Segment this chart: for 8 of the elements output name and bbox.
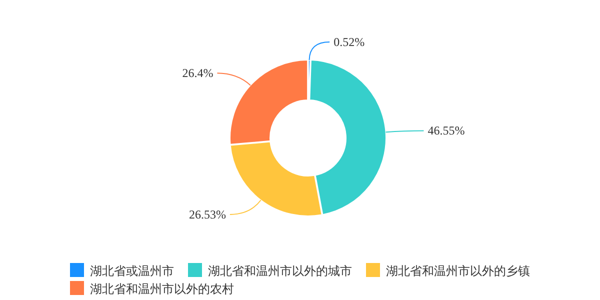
data-label: 26.4% [182, 66, 214, 80]
data-label: 26.53% [188, 207, 226, 222]
legend-label: 湖北省和温州市以外的农村 [90, 282, 234, 296]
data-label: 46.55% [428, 124, 465, 138]
legend-label: 湖北省和温州市以外的城市 [208, 264, 352, 278]
legend-label: 湖北省和温州市以外的乡镇 [386, 264, 530, 278]
legend-label: 湖北省或温州市 [90, 264, 174, 278]
data-label: 0.52% [334, 35, 365, 50]
